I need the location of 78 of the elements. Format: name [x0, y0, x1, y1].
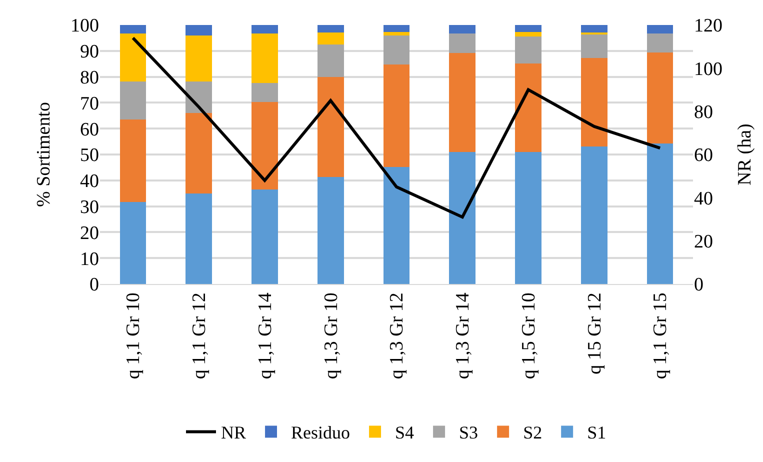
bar — [383, 32, 410, 36]
line-series — [131, 36, 662, 219]
bar — [383, 166, 410, 284]
y-tick-label: 80 — [80, 67, 99, 88]
x-tick-label: q 1,3 Gr 10 — [320, 292, 342, 380]
bar — [317, 177, 344, 284]
y2-tick-label: 40 — [694, 188, 713, 210]
y2-tick-label: 20 — [694, 231, 713, 252]
y2-axis-title: NR (ha) — [734, 124, 756, 186]
bar — [515, 25, 542, 32]
bar — [646, 143, 674, 284]
bar — [252, 102, 278, 190]
bar — [515, 32, 542, 36]
bar — [580, 58, 608, 146]
y-tick-label: 0 — [90, 274, 99, 296]
bar — [252, 25, 278, 34]
x-tick-label: q 1,1 Gr 10 — [123, 292, 144, 380]
bar — [317, 32, 344, 44]
bar — [449, 33, 476, 53]
bar — [580, 34, 608, 58]
bar — [120, 34, 146, 82]
x-tick-label: q 1,5 Gr 10 — [518, 292, 540, 380]
bar — [317, 44, 344, 78]
legend-label: NR — [221, 422, 246, 443]
bar — [120, 25, 146, 34]
x-tick-label: q 1,1 Gr 14 — [254, 292, 276, 380]
legend-label: S1 — [587, 422, 606, 443]
y2-tick-label: 80 — [694, 102, 713, 123]
bar — [383, 25, 410, 32]
bar — [252, 82, 278, 102]
bar — [580, 25, 608, 33]
bar — [646, 25, 674, 34]
y2-tick-label: 0 — [694, 274, 704, 296]
y-tick-label: 100 — [70, 16, 99, 37]
y-tick-label: 50 — [80, 145, 99, 166]
y-tick-label: 10 — [80, 248, 99, 270]
bar — [449, 25, 476, 34]
bar — [186, 35, 212, 82]
bar — [646, 52, 674, 144]
y-tick-label: 30 — [80, 196, 99, 218]
legend-label: Residuo — [291, 422, 350, 443]
bar — [317, 25, 344, 32]
bar — [186, 25, 212, 36]
bar — [515, 36, 542, 64]
bar — [120, 82, 146, 120]
x-tick-label: q 1,1 Gr 12 — [189, 292, 210, 380]
bar — [383, 64, 410, 167]
legend-label: S3 — [459, 422, 478, 443]
bar — [449, 52, 476, 152]
bar — [186, 113, 212, 194]
bar — [449, 152, 476, 284]
bar — [515, 63, 542, 152]
x-tick-label: q 1,3 Gr 14 — [452, 292, 474, 380]
legend-label: S2 — [523, 422, 542, 443]
x-tick-label: q 1,1 Gr 15 — [650, 292, 672, 380]
bar — [252, 34, 278, 83]
bar — [120, 120, 146, 202]
x-tick-label: q 15 Gr 12 — [584, 292, 606, 374]
y-axis-title: % Sortimento — [33, 102, 54, 208]
bar — [186, 193, 212, 284]
bar — [252, 189, 278, 284]
bar — [186, 82, 212, 114]
y-tick-label: 90 — [80, 42, 99, 63]
y2-tick-label: 100 — [694, 58, 722, 80]
y-tick-label: 70 — [80, 93, 99, 114]
y-tick-label: 60 — [80, 119, 99, 140]
bar — [383, 36, 410, 65]
bar — [580, 146, 608, 284]
y-tick-label: 20 — [80, 222, 99, 244]
bar — [646, 33, 674, 53]
y-tick-label: 40 — [80, 171, 99, 192]
bar — [317, 77, 344, 178]
legend-label: S4 — [395, 422, 414, 443]
y2-tick-label: 60 — [694, 145, 713, 166]
bar — [515, 152, 542, 284]
x-tick-label: q 1,3 Gr 12 — [386, 292, 408, 380]
y2-tick-label: 120 — [694, 16, 722, 37]
bar — [120, 202, 146, 284]
